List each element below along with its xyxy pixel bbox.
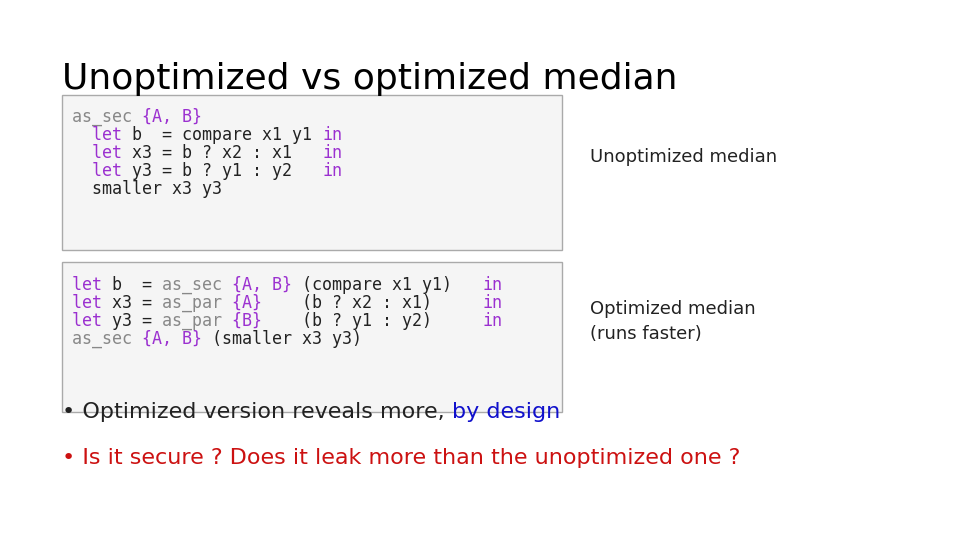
Text: • Is it secure ? Does it leak more than the unoptimized one ?: • Is it secure ? Does it leak more than … — [62, 448, 740, 468]
Text: let: let — [72, 276, 112, 294]
Text: {A, B}: {A, B} — [232, 276, 302, 294]
Text: {A, B}: {A, B} — [142, 330, 212, 348]
Text: let: let — [92, 162, 132, 180]
Text: (runs faster): (runs faster) — [590, 325, 702, 343]
Text: (b ? y1 : y2): (b ? y1 : y2) — [302, 312, 482, 330]
Text: as_par: as_par — [162, 294, 232, 312]
Text: {B}: {B} — [232, 312, 302, 330]
Text: let: let — [72, 312, 112, 330]
Text: in: in — [322, 144, 342, 162]
Bar — [62, 262, 562, 412]
Text: in: in — [482, 276, 502, 294]
Text: in: in — [322, 162, 342, 180]
Text: as_sec: as_sec — [72, 108, 142, 126]
Text: by design: by design — [452, 402, 560, 422]
Text: • Optimized version reveals more,: • Optimized version reveals more, — [62, 402, 452, 422]
Text: (smaller x3 y3): (smaller x3 y3) — [212, 330, 362, 348]
Text: b  =: b = — [112, 276, 162, 294]
Text: {A}: {A} — [232, 294, 302, 312]
Text: (b ? x2 : x1): (b ? x2 : x1) — [302, 294, 482, 312]
Text: x3 =: x3 = — [112, 294, 162, 312]
Text: Unoptimized vs optimized median: Unoptimized vs optimized median — [62, 62, 678, 96]
Text: (compare x1 y1): (compare x1 y1) — [302, 276, 482, 294]
Text: as_sec: as_sec — [162, 276, 232, 294]
Text: y3 = b ? y1 : y2: y3 = b ? y1 : y2 — [132, 162, 322, 180]
Bar — [62, 95, 562, 250]
Text: let: let — [92, 126, 132, 144]
Text: Optimized median: Optimized median — [590, 300, 756, 318]
Text: let: let — [72, 294, 112, 312]
Text: in: in — [482, 312, 502, 330]
Text: smaller x3 y3: smaller x3 y3 — [72, 180, 222, 198]
Text: as_par: as_par — [162, 312, 232, 330]
Text: Unoptimized median: Unoptimized median — [590, 148, 778, 166]
Text: as_sec: as_sec — [72, 330, 142, 348]
Text: x3 = b ? x2 : x1: x3 = b ? x2 : x1 — [132, 144, 322, 162]
Text: let: let — [92, 144, 132, 162]
Text: b  = compare x1 y1: b = compare x1 y1 — [132, 126, 322, 144]
Text: in: in — [322, 126, 342, 144]
Text: y3 =: y3 = — [112, 312, 162, 330]
Text: in: in — [482, 294, 502, 312]
Text: {A, B}: {A, B} — [142, 108, 202, 126]
